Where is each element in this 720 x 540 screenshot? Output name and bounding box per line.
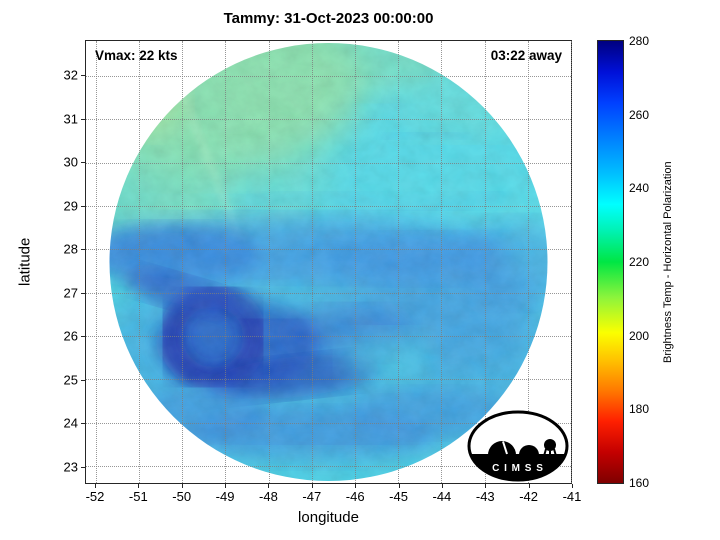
- small-dome-icon: [519, 445, 539, 455]
- x-tick-label: -43: [475, 489, 495, 504]
- x-gridline: [571, 41, 572, 483]
- chart-title: Tammy: 31-Oct-2023 00:00:00: [223, 10, 434, 27]
- cimss-logo: C I M S S: [467, 410, 569, 482]
- water-tower-icon: [544, 439, 556, 451]
- x-axis-label: longitude: [298, 509, 359, 526]
- x-tick-mark: [268, 484, 270, 488]
- colorbar-tick-label: 160: [629, 476, 650, 490]
- y-tick-mark: [81, 75, 85, 77]
- y-tick-label: 30: [63, 154, 78, 170]
- y-tick-label: 26: [63, 328, 78, 344]
- plot-area: Vmax: 22 kts 03:22 away C I M S S: [85, 40, 572, 484]
- colorbar-tick-label: 280: [629, 34, 650, 48]
- y-tick-marks: [81, 40, 85, 484]
- y-tick-mark: [81, 379, 85, 381]
- x-tick-label: -42: [519, 489, 539, 504]
- y-tick-mark: [81, 467, 85, 469]
- y-tick-mark: [81, 249, 85, 251]
- x-tick-mark: [572, 484, 573, 488]
- x-tick-label: -45: [389, 489, 408, 504]
- y-tick-labels: 23 24 25 26 27 28 29 30 31 32: [42, 40, 78, 484]
- y-tick-label: 32: [63, 67, 78, 83]
- x-tick-mark: [485, 484, 487, 488]
- y-tick-label: 27: [63, 285, 78, 301]
- colorbar-tick-label: 180: [629, 402, 650, 417]
- colorbar-tick-label: 200: [629, 328, 650, 343]
- x-tick-labels: -52 -51 -50 -49 -48 -47 -46 -45 -44 -43 -42 -41: [85, 489, 582, 505]
- x-tick-label: -48: [259, 489, 278, 504]
- x-tick-label: -51: [128, 489, 148, 504]
- x-tick-label: -52: [85, 489, 105, 504]
- y-axis-label: latitude: [16, 237, 34, 287]
- x-tick-label: -47: [302, 489, 322, 504]
- satellite-swath-image: [109, 43, 548, 481]
- colorbar-tick-labels: 160 180 200 220 240 260 280: [629, 34, 661, 490]
- x-tick-mark: [355, 484, 357, 488]
- x-tick-mark: [311, 484, 313, 488]
- y-tick-label: 24: [63, 415, 78, 431]
- vmax-annotation: Vmax: 22 kts: [95, 48, 178, 63]
- y-tick-mark: [81, 118, 85, 120]
- x-tick-mark: [398, 484, 400, 488]
- time-away-annotation: 03:22 away: [490, 48, 562, 63]
- x-tick-marks: [85, 484, 573, 488]
- x-tick-label: -50: [172, 489, 192, 504]
- y-tick-label: 29: [63, 198, 78, 214]
- x-tick-mark: [441, 484, 443, 488]
- y-tick-label: 28: [63, 241, 78, 257]
- x-tick-mark: [225, 484, 227, 488]
- logo-text: C I M S S: [492, 463, 544, 474]
- x-tick-label: -41: [562, 489, 582, 504]
- y-tick-label: 25: [63, 372, 78, 388]
- x-tick-label: -49: [215, 489, 235, 504]
- x-tick-mark: [138, 484, 140, 488]
- x-tick-label: -46: [345, 489, 365, 504]
- y-tick-label: 23: [63, 459, 78, 475]
- x-tick-label: -44: [432, 489, 452, 504]
- y-tick-mark: [81, 205, 85, 207]
- x-tick-mark: [181, 484, 183, 488]
- x-tick-mark: [94, 484, 96, 488]
- x-tick-mark: [528, 484, 530, 488]
- colorbar: [597, 40, 624, 484]
- observatory-dome-icon: [488, 441, 516, 455]
- y-tick-label: 31: [63, 111, 78, 127]
- colorbar-tick-label: 240: [629, 181, 650, 196]
- colorbar-tick-label: 260: [629, 107, 650, 122]
- colorbar-label: Brightness Temp - Horizontal Polarizatio…: [662, 161, 674, 363]
- y-tick-mark: [81, 162, 85, 164]
- y-tick-mark: [81, 423, 85, 425]
- y-tick-mark: [81, 292, 85, 294]
- colorbar-tick-label: 220: [629, 255, 650, 269]
- y-tick-mark: [81, 336, 85, 338]
